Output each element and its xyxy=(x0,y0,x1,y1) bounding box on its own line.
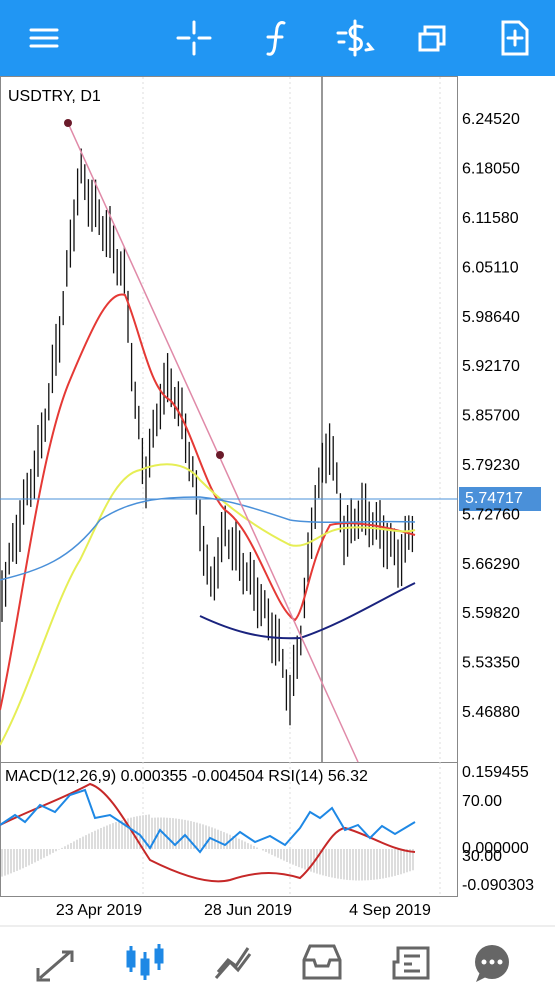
current-price-label: 5.74717 xyxy=(465,490,523,507)
indicator-label: 30.00 xyxy=(462,848,502,865)
chart-frame xyxy=(0,76,458,897)
trend-point xyxy=(64,119,72,127)
indicator-label: 0.159455 xyxy=(462,764,529,781)
price-label: 5.46880 xyxy=(462,704,520,721)
indicator-label: 0.000000 xyxy=(462,840,529,857)
trend-line xyxy=(67,122,359,763)
grid xyxy=(142,77,441,896)
macd-histogram xyxy=(1,814,414,881)
price-label: 6.18050 xyxy=(462,161,520,178)
crosshair-button[interactable] xyxy=(176,20,212,56)
quotes-tab[interactable] xyxy=(36,950,74,982)
price-label: 5.98640 xyxy=(462,309,520,326)
date-label: 4 Sep 2019 xyxy=(349,902,431,919)
indicator-label: -0.090303 xyxy=(462,877,534,894)
trend-point xyxy=(216,451,224,459)
moving-average-navy xyxy=(199,582,416,640)
moving-average-yellow xyxy=(0,463,416,746)
menu-button[interactable] xyxy=(29,28,59,48)
rsi-line xyxy=(0,788,416,854)
date-label: 23 Apr 2019 xyxy=(56,902,142,919)
price-label: 5.85700 xyxy=(462,408,520,425)
date-axis: 23 Apr 2019 28 Jun 2019 4 Sep 2019 xyxy=(56,902,431,919)
trade-tab[interactable] xyxy=(214,947,252,979)
indicators-button[interactable] xyxy=(266,21,286,56)
windows-button[interactable] xyxy=(418,25,446,52)
new-order-button[interactable] xyxy=(501,20,529,56)
indicator-header: MACD(12,26,9) 0.000355 -0.004504 RSI(14)… xyxy=(5,768,368,785)
price-label: 5.66290 xyxy=(462,556,520,573)
price-label: 6.24520 xyxy=(462,111,520,128)
history-tab[interactable] xyxy=(302,944,342,980)
price-label: 5.92170 xyxy=(462,358,520,375)
price-label: 5.72760 xyxy=(462,506,520,523)
price-label: 6.11580 xyxy=(462,210,519,227)
moving-average-red xyxy=(0,293,416,711)
chat-tab[interactable] xyxy=(475,945,509,982)
price-axis: 6.24520 6.18050 6.11580 6.05110 5.98640 5.921… xyxy=(462,111,520,721)
price-label: 6.05110 xyxy=(462,259,519,276)
trade-button[interactable] xyxy=(336,19,375,57)
indicator-label: 70.00 xyxy=(462,793,502,810)
symbol-label: USDTRY, D1 xyxy=(8,88,101,105)
price-label: 5.79230 xyxy=(462,457,520,474)
price-label: 5.59820 xyxy=(462,605,520,622)
current-price-box xyxy=(459,487,541,511)
chart-tab[interactable] xyxy=(126,944,164,980)
moving-average-blue xyxy=(0,496,416,581)
price-bars xyxy=(1,148,414,726)
news-tab[interactable] xyxy=(392,946,430,980)
price-label: 5.53350 xyxy=(462,655,520,672)
date-label: 28 Jun 2019 xyxy=(204,902,292,919)
